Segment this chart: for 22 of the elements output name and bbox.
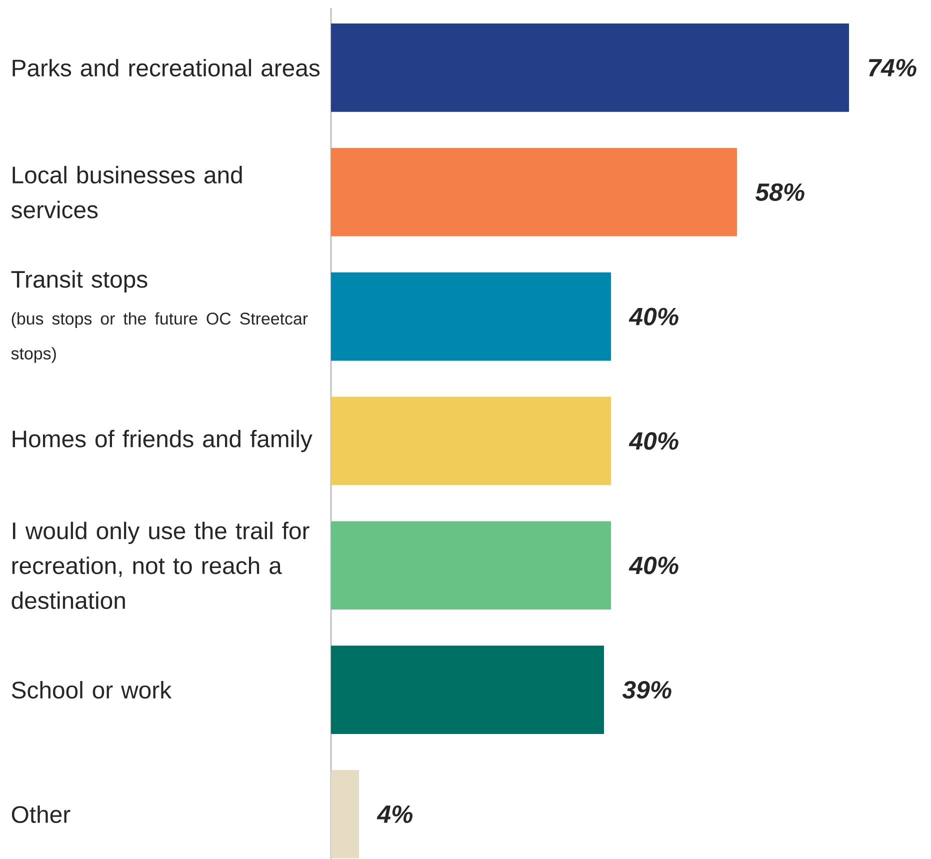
y-tick-label: Local businesses and services — [11, 166, 242, 218]
y-tick-label: School or work — [12, 681, 172, 699]
data-label: 74% — [868, 58, 916, 76]
bar — [331, 24, 850, 112]
y-tick-label: Parks and recreational areas — [12, 58, 320, 77]
text: (bus stops or the future OC Streetcar stops) — [11, 312, 308, 363]
data-label: 40% — [628, 556, 678, 574]
data-label: 39% — [622, 680, 672, 699]
data-label: 4% — [376, 805, 412, 823]
bar — [331, 646, 604, 734]
bar — [331, 521, 612, 610]
y-tick-label: Transit stops — [11, 270, 148, 293]
y-tick-label: Other — [12, 805, 70, 823]
bar — [331, 770, 359, 858]
bar — [331, 148, 738, 236]
data-label: 40% — [628, 432, 678, 450]
y-tick-label: I would only use the trail for recreation, not to reach a destination — [12, 522, 310, 610]
bar — [331, 396, 612, 486]
y-tick-label: Homes of friends and family — [12, 430, 312, 452]
bar — [331, 272, 612, 361]
data-label: 40% — [628, 308, 678, 326]
data-label: 58% — [755, 183, 804, 201]
